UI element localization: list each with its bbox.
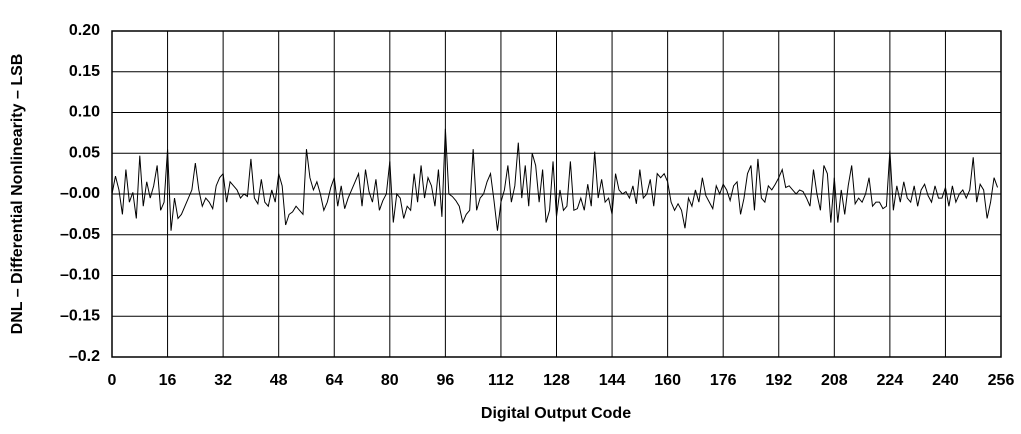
x-tick-label: 128 xyxy=(543,372,570,389)
x-tick-label: 208 xyxy=(821,372,848,389)
data-line xyxy=(111,128,999,231)
x-tick-label: 240 xyxy=(932,372,959,389)
y-tick-label: –0.15 xyxy=(60,307,100,324)
x-axis-label: Digital Output Code xyxy=(481,405,631,422)
x-tick-label: 176 xyxy=(710,372,737,389)
x-tick-label: 0 xyxy=(108,372,117,389)
y-tick-label: –0.10 xyxy=(60,267,100,284)
x-tick-label: 144 xyxy=(599,372,626,389)
x-tick-label: 160 xyxy=(654,372,681,389)
x-tick-label: 16 xyxy=(159,372,177,389)
x-tick-label: 32 xyxy=(214,372,232,389)
x-tick-label: 96 xyxy=(436,372,454,389)
x-tick-label: 256 xyxy=(988,372,1015,389)
y-tick-label: 0.15 xyxy=(69,63,100,80)
x-tick-label: 224 xyxy=(877,372,904,389)
x-tick-label: 112 xyxy=(488,372,514,389)
x-tick-label: 48 xyxy=(270,372,288,389)
y-tick-label: 0.20 xyxy=(69,22,100,39)
x-tick-label: 192 xyxy=(765,372,792,389)
y-tick-label: 0.05 xyxy=(69,144,100,161)
y-tick-label: –0.00 xyxy=(60,185,100,202)
y-tick-label: –0.05 xyxy=(60,226,100,243)
y-axis-label: DNL – Differential Nonlinearity – LSB xyxy=(9,54,26,335)
y-tick-label: –0.2 xyxy=(69,348,100,365)
y-tick-label: 0.10 xyxy=(69,104,100,121)
x-tick-label: 64 xyxy=(325,372,343,389)
x-tick-label: 80 xyxy=(381,372,399,389)
